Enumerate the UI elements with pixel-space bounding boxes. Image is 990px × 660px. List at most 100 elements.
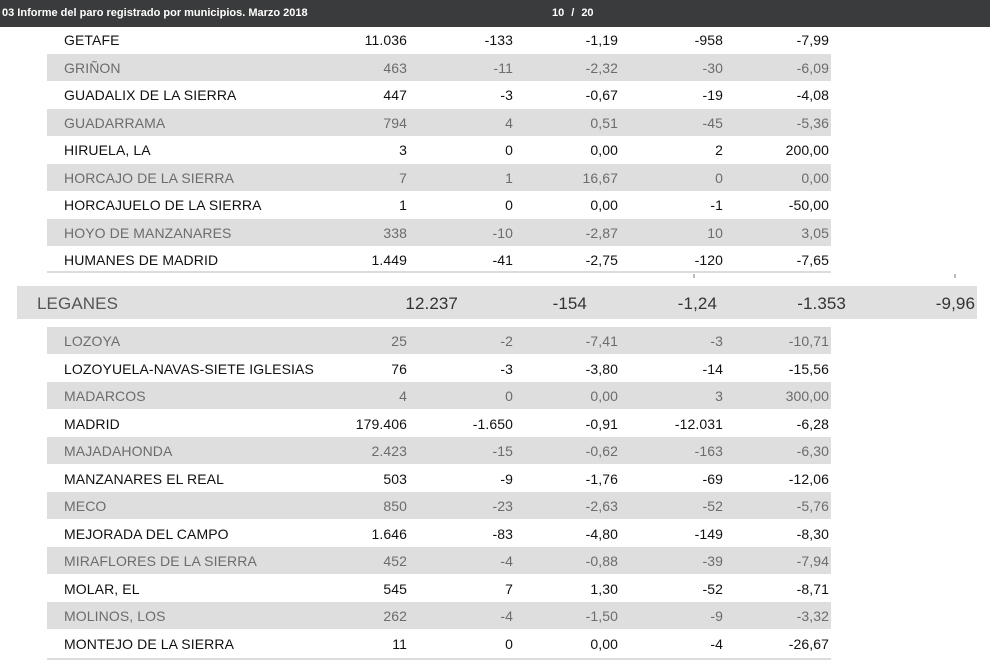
cell-value: 11	[392, 635, 407, 652]
cell-value: 2	[715, 142, 723, 158]
cell-value: -958	[694, 32, 723, 48]
table-row: MAJADAHONDA 2.423 -15 -0,62 -163 -6,30	[47, 437, 831, 464]
cell-value: 463	[383, 59, 407, 76]
municipality-name: GRIÑON	[64, 59, 121, 76]
cell-value: -10,71	[788, 333, 829, 349]
municipality-name: GUADALIX DE LA SIERRA	[64, 87, 237, 103]
cell-value: -45	[702, 114, 723, 131]
cell-value: 12.237	[405, 294, 458, 313]
cell-value: 0	[505, 388, 513, 404]
cell-value: 503	[383, 470, 407, 487]
cell-value: 0	[505, 197, 513, 213]
cell-value: 545	[383, 580, 407, 597]
cell-value: 0,00	[590, 197, 618, 213]
cell-value: 3,05	[801, 224, 829, 241]
document-page: GETAFE 11.036 -133 -1,19 -958 -7,99 GRIÑON 463-…	[0, 27, 990, 660]
cell-value: -52	[702, 498, 723, 514]
municipality-name: MEJORADA DEL CAMPO	[64, 525, 229, 542]
cell-value: -7,41	[585, 333, 618, 349]
cell-value: -26,67	[788, 635, 829, 652]
cell-value: 1.646	[371, 525, 407, 542]
cell-value: -1.353	[797, 294, 846, 313]
page-indicator[interactable]: 10 / 20	[552, 7, 594, 19]
cell-value: 338	[383, 224, 407, 241]
cell-value: -10	[492, 224, 513, 241]
pdf-viewer-toolbar: 03 Informe del paro registrado por munic…	[0, 0, 990, 27]
municipality-name: HORCAJO DE LA SIERRA	[64, 169, 235, 186]
table-row: HUMANES DE MADRID 1.449 -41 -2,75 -120 -7,65	[47, 246, 831, 273]
total-pages: 20	[581, 7, 594, 19]
table-row: LOZOYA 25 -2 -7,41 -3 -10,71	[47, 327, 831, 354]
cell-value: -1,50	[585, 608, 618, 624]
cell-value: 16,67	[582, 169, 618, 186]
cell-value: 179.406	[355, 415, 407, 432]
table-row-highlight: LEGANES 12.237 -154 -1,24 -1.353 -9,96	[17, 286, 977, 319]
page-separator: /	[571, 7, 575, 19]
table-row: MECO 850 -23 -2,63 -52 -5,76	[47, 492, 831, 519]
municipality-name: MOLINOS, LOS	[64, 608, 166, 624]
cell-value: -19	[702, 87, 723, 103]
document-title: 03 Informe del paro registrado por munic…	[2, 7, 308, 19]
cell-value: -4,80	[585, 525, 618, 542]
cell-value: -3	[500, 87, 513, 103]
cell-value: -2,32	[585, 59, 618, 76]
cell-value: -5,76	[796, 498, 829, 514]
cell-value: -9	[500, 470, 513, 487]
table-edge-mark	[954, 274, 956, 278]
cell-value: -69	[702, 470, 723, 487]
cell-value: -6,09	[796, 59, 829, 76]
municipality-name: MIRAFLORES DE LA SIERRA	[64, 553, 257, 569]
cell-value: -133	[484, 32, 513, 48]
cell-value: -149	[694, 525, 723, 542]
cell-value: -83	[492, 525, 513, 542]
table-row: MEJORADA DEL CAMPO 1.646 -83 -4,80 -149 -8,30	[47, 519, 831, 547]
municipality-name: MANZANARES EL REAL	[64, 470, 224, 487]
cell-value: -0,67	[585, 87, 618, 103]
cell-value: -14	[702, 360, 723, 377]
municipality-name: MAJADAHONDA	[64, 443, 173, 459]
table-row: MOLINOS, LOS 262 -4 -1,50 -9 -3,32	[47, 602, 831, 629]
cell-value: -0,62	[585, 443, 618, 459]
cell-value: 1,30	[590, 580, 618, 597]
table-row: HORCAJUELO DE LA SIERRA 1 0 0,00 -1 -50,00	[47, 191, 831, 218]
municipality-name: MOLAR, EL	[64, 580, 140, 597]
cell-value: -4	[500, 608, 513, 624]
cell-value: -6,30	[796, 443, 829, 459]
cell-value: -2,63	[585, 498, 618, 514]
cell-value: -0,91	[585, 415, 618, 432]
cell-value: -52	[702, 580, 723, 597]
cell-value: -41	[492, 252, 513, 268]
cell-value: -6,28	[796, 415, 829, 432]
municipality-name: MADARCOS	[64, 388, 146, 404]
table-row: MADARCOS 4 0 0,00 3 300,00	[47, 382, 831, 409]
cell-value: 3	[715, 388, 723, 404]
table-row: LOZOYUELA-NAVAS-SIETE IGLESIAS 76 -3 -3,80 -…	[47, 354, 831, 382]
table-row: MONTEJO DE LA SIERRA 11 0 0,00 -4 -26,67	[47, 629, 831, 657]
municipality-name: LOZOYUELA-NAVAS-SIETE IGLESIAS	[64, 360, 314, 377]
cell-value: -8,71	[796, 580, 829, 597]
cell-value: -7,99	[796, 32, 829, 48]
cell-value: -23	[492, 498, 513, 514]
table-row: HIRUELA, LA 3 0 0,00 2 200,00	[47, 136, 831, 163]
cell-value: 7	[505, 580, 513, 597]
cell-value: -1,76	[585, 470, 618, 487]
cell-value: 200,00	[785, 142, 829, 158]
cell-value: -9	[710, 608, 723, 624]
current-page-number[interactable]: 10	[552, 7, 565, 19]
cell-value: -2,75	[585, 252, 618, 268]
cell-value: 794	[383, 114, 407, 131]
cell-value: 0,00	[801, 169, 829, 186]
cell-value: 300,00	[785, 388, 829, 404]
cell-value: 0,00	[590, 388, 618, 404]
cell-value: -11	[493, 59, 513, 76]
cell-value: -9,96	[935, 294, 975, 313]
cell-value: 11.036	[364, 32, 407, 48]
cell-value: -2	[500, 333, 513, 349]
cell-value: -39	[702, 553, 723, 569]
table-row: GUADALIX DE LA SIERRA 447 -3 -0,67 -19 -4,08	[47, 81, 831, 108]
cell-value: -1.650	[472, 415, 513, 432]
table-row: MANZANARES EL REAL 503 -9 -1,76 -69 -12,06	[47, 464, 831, 492]
cell-value: -12.031	[674, 415, 723, 432]
cell-value: -0,88	[585, 553, 618, 569]
cell-value: -2,87	[585, 224, 618, 241]
